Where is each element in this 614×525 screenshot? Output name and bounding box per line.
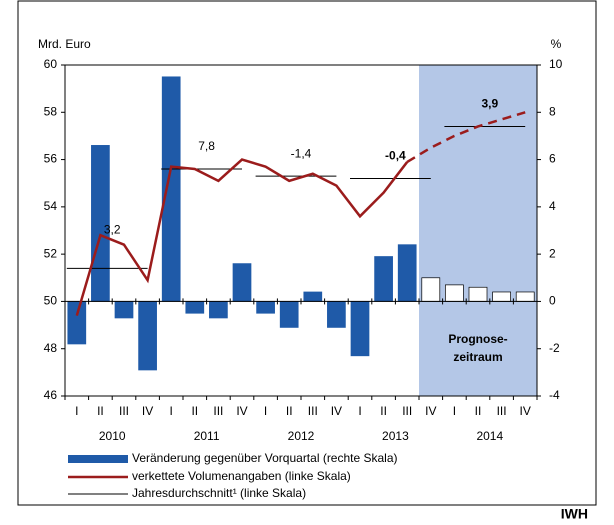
year-label: 2012 [288,429,315,443]
bar [468,286,488,302]
line [406,111,526,164]
y2-tick-label: 10 [549,57,563,71]
y-tick-label: 58 [44,104,58,118]
y2-tick-label: 2 [549,246,556,260]
bar [445,284,464,302]
y2-tick-label: 0 [549,294,556,308]
bar [350,301,370,357]
bar [279,301,299,328]
y2-tick-label: 8 [549,104,556,118]
bar [492,291,511,302]
bar [185,301,205,314]
x-tick-label: I [358,404,361,418]
source: IWH [561,506,588,520]
x-tick-label: II [475,404,482,418]
x-tick-label: I [75,404,78,418]
y-tick-label: 46 [44,388,58,402]
forecast-area [419,65,537,396]
bar [515,291,535,302]
x-tick-label: II [97,404,104,418]
year-label: 2013 [382,429,409,443]
bar [138,301,157,371]
bar [327,301,346,328]
y2-tick-label: 4 [549,199,556,213]
y-tick-label: 48 [44,341,58,355]
forecast-label: Prognose- [448,332,507,346]
x-tick-label: IV [142,404,153,418]
growth-label: -1,4 [291,146,312,160]
left-axis-label: Mrd. Euro [38,37,91,51]
bar [114,301,134,319]
legend-swatch [68,455,128,463]
growth-label: 3,2 [104,223,121,237]
year-label: 2011 [194,429,220,443]
bar [232,263,252,302]
x-tick-label: II [286,404,293,418]
line [75,158,409,316]
growth-label: 7,8 [198,139,215,153]
legend-label: Jahresdurchschnitt¹ (linke Skala) [132,486,306,500]
bar [209,301,228,319]
x-tick-label: III [402,404,412,418]
bar [256,301,275,314]
x-tick-label: IV [331,404,342,418]
y2-tick-label: -2 [549,341,560,355]
y-tick-label: 50 [44,294,58,308]
year-label: 2010 [99,429,126,443]
x-tick-label: I [264,404,267,418]
bar [67,301,87,345]
y2-tick-label: -4 [549,388,560,402]
bar [161,76,181,302]
x-tick-label: II [191,404,198,418]
x-tick-label: IV [236,404,247,418]
y-tick-label: 60 [44,57,58,71]
frame [17,0,597,506]
bar [374,256,393,302]
right-axis-label: % [551,37,562,51]
x-tick-label: III [213,404,223,418]
y-tick-label: 56 [44,152,58,166]
x-tick-label: III [308,404,318,418]
x-tick-label: I [170,404,173,418]
x-tick-label: IV [425,404,436,418]
x-tick-label: III [119,404,129,418]
x-tick-label: I [453,404,456,418]
y2-tick-label: 6 [549,152,556,166]
y-tick-label: 52 [44,246,58,260]
forecast-label: zeitraum [453,350,502,364]
legend-label: Veränderung gegenüber Vorquartal (rechte… [132,451,398,465]
x-tick-label: III [497,404,507,418]
legend-label: verkettete Volumenangaben (linke Skala) [132,469,351,483]
bar [303,291,323,302]
growth-label: -0,4 [385,149,406,163]
growth-label: 3,9 [481,97,498,111]
x-tick-label: IV [520,404,531,418]
bar [421,277,441,302]
y-tick-label: 54 [44,199,58,213]
year-label: 2014 [476,429,503,443]
x-tick-label: II [380,404,387,418]
bar [397,244,417,302]
